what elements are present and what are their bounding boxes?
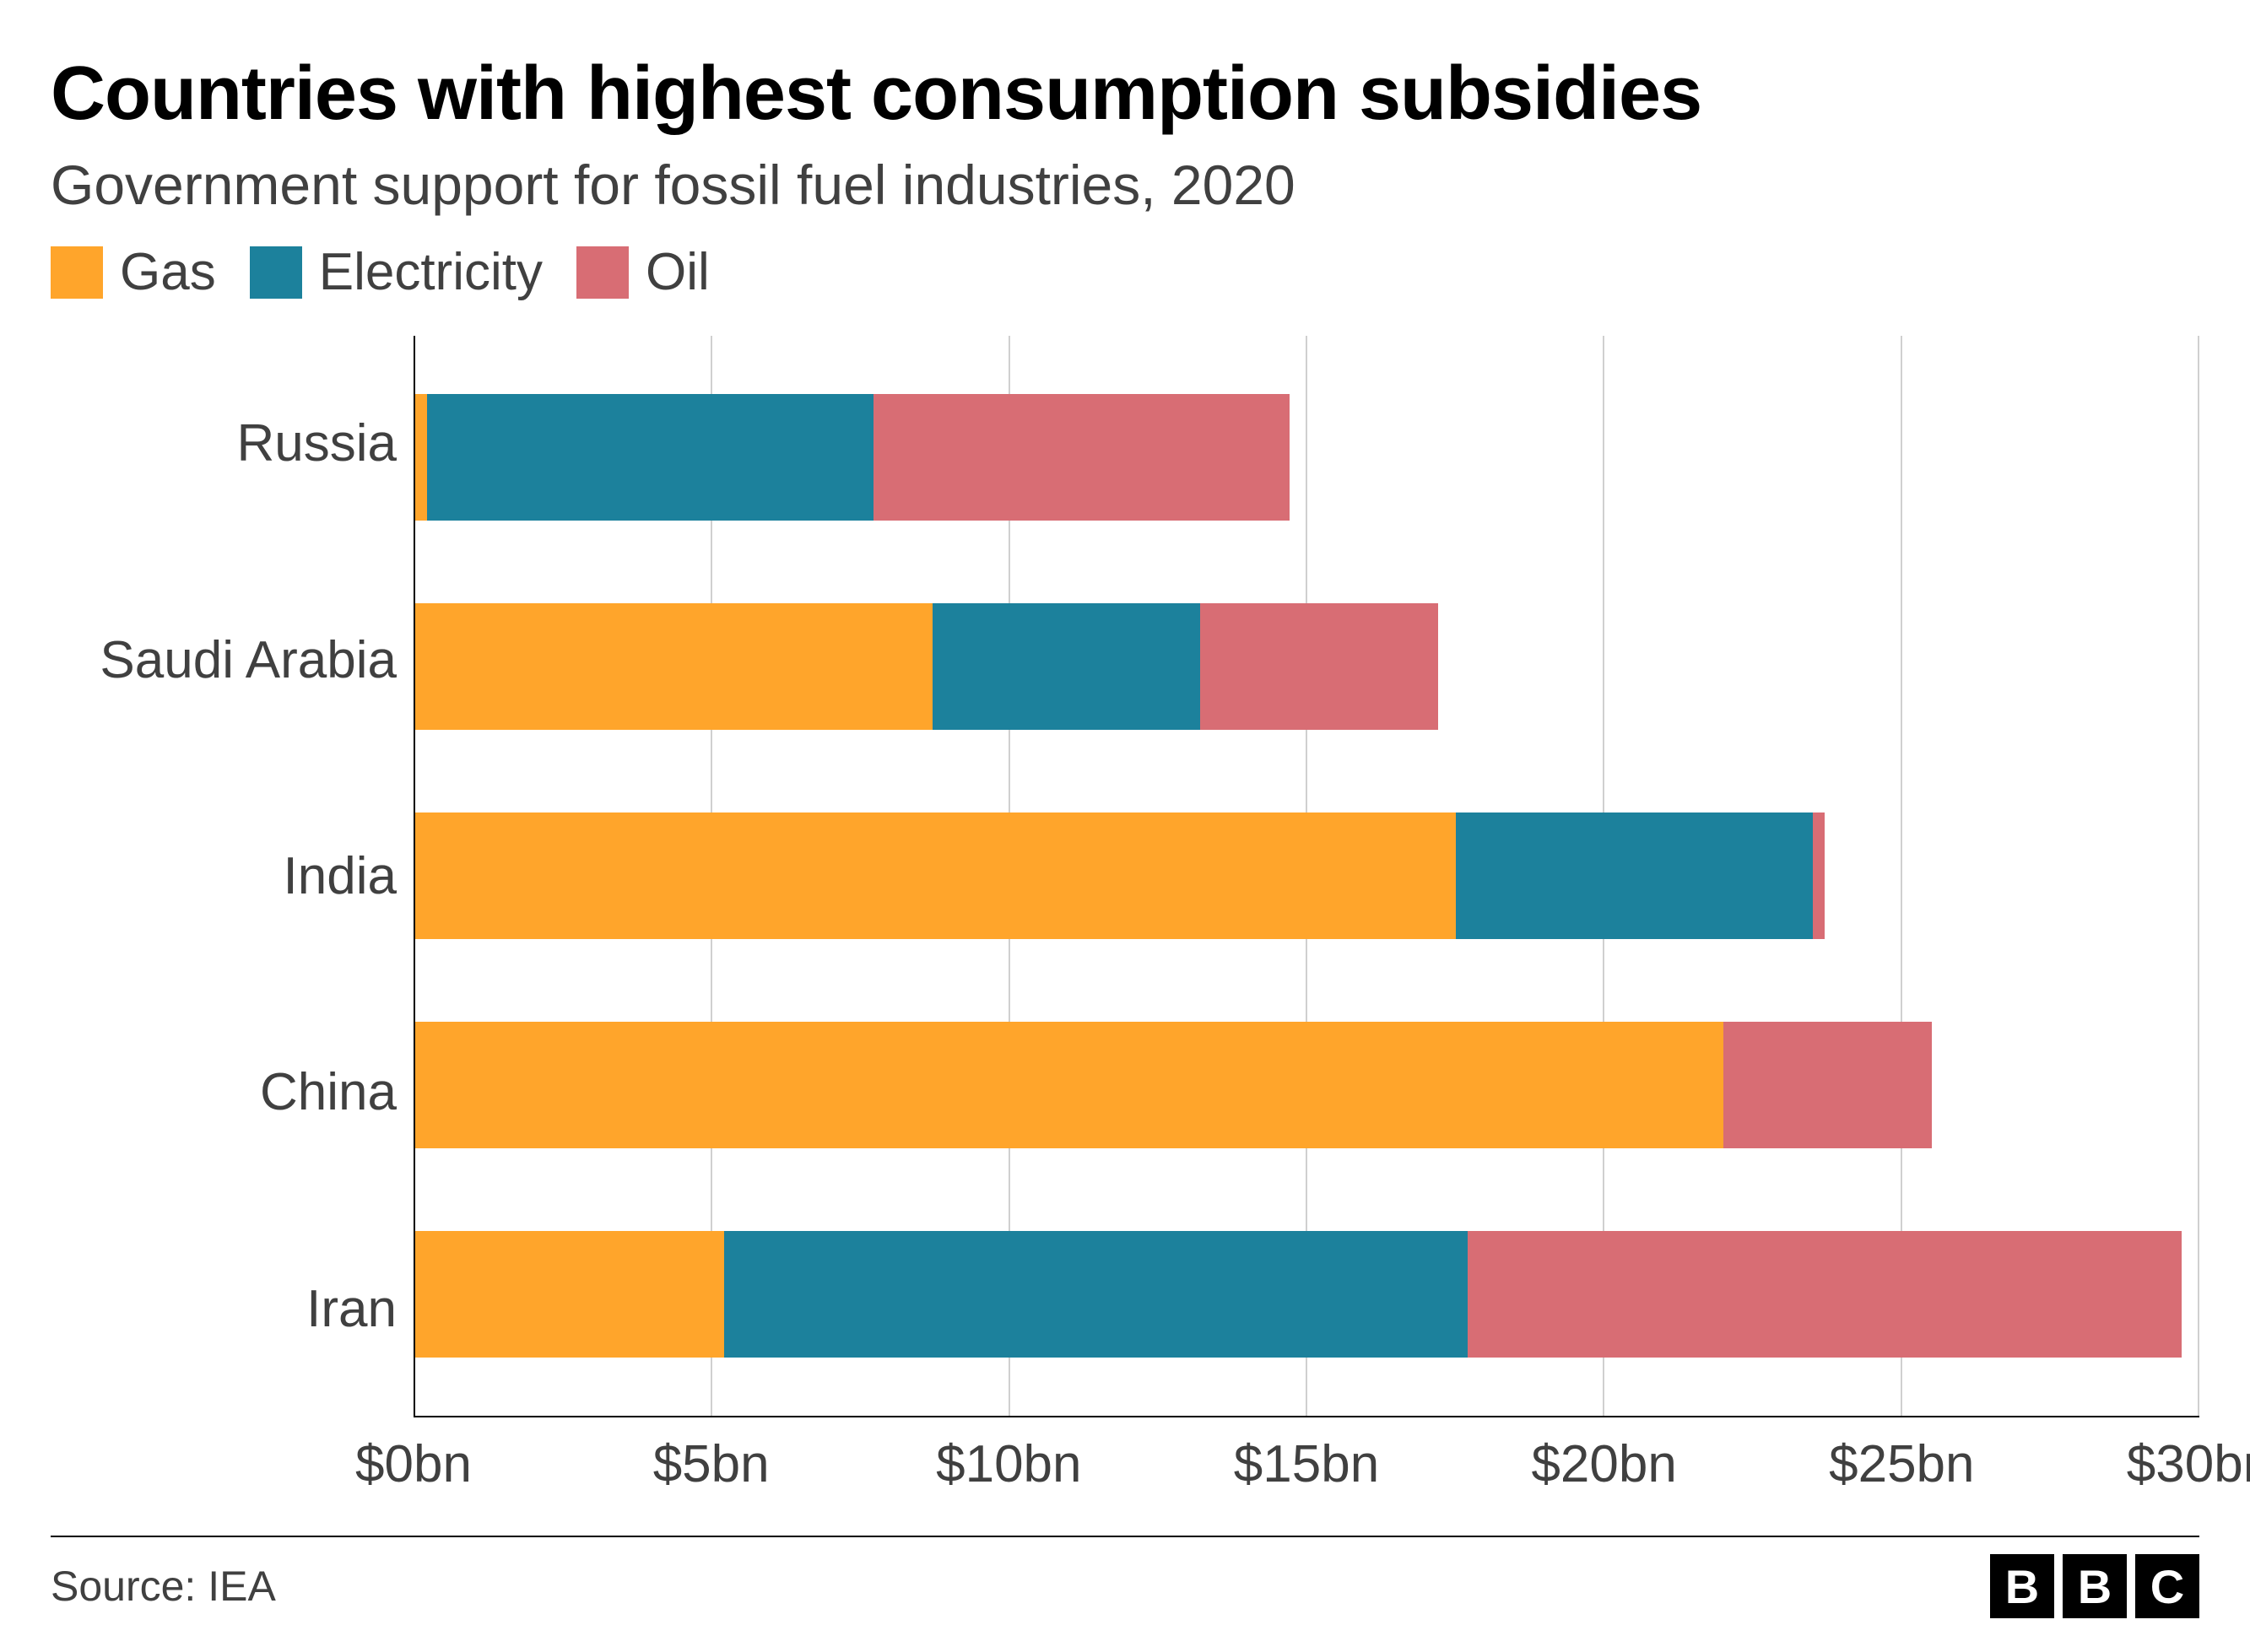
y-label: Russia xyxy=(51,418,397,470)
y-label: India xyxy=(51,850,397,903)
x-axis-labels: $0bn$5bn$10bn$15bn$20bn$25bn$30bn xyxy=(414,1417,2199,1502)
legend-item-electricity: Electricity xyxy=(250,242,543,302)
chart-subtitle: Government support for fossil fuel indus… xyxy=(51,153,2199,217)
bar-row xyxy=(415,813,2199,939)
bbc-logo-block: B xyxy=(1990,1554,2054,1618)
legend-swatch-electricity xyxy=(250,246,302,299)
legend-item-gas: Gas xyxy=(51,242,216,302)
bar-row xyxy=(415,1022,2199,1148)
chart-area: Russia Saudi Arabia India China Iran $0bn $5b… xyxy=(51,336,2199,1502)
bar-segment-electricity xyxy=(724,1231,1468,1358)
legend-label-electricity: Electricity xyxy=(319,242,543,302)
y-label: China xyxy=(51,1066,397,1119)
bar-segment-gas xyxy=(415,603,933,730)
bar-row xyxy=(415,394,2199,521)
bar-segment-gas xyxy=(415,394,427,521)
legend: Gas Electricity Oil xyxy=(51,242,2199,302)
legend-label-gas: Gas xyxy=(120,242,216,302)
bar-segment-oil xyxy=(1723,1022,1932,1148)
bbc-logo: BBC xyxy=(1990,1554,2199,1618)
y-axis-labels: Russia Saudi Arabia India China Iran xyxy=(51,336,414,1417)
x-tick-label: $25bn xyxy=(1829,1434,1974,1494)
bar-segment-electricity xyxy=(427,394,873,521)
x-tick-label: $10bn xyxy=(936,1434,1081,1494)
chart-footer: Source: IEA BBC xyxy=(51,1536,2199,1618)
chart-title: Countries with highest consumption subsi… xyxy=(51,51,2199,138)
legend-label-oil: Oil xyxy=(646,242,710,302)
plot-area xyxy=(414,336,2199,1417)
legend-swatch-gas xyxy=(51,246,103,299)
x-tick-label: $5bn xyxy=(653,1434,770,1494)
x-tick-label: $0bn xyxy=(355,1434,472,1494)
bar-segment-electricity xyxy=(1456,813,1813,939)
bar-segment-oil xyxy=(1813,813,1825,939)
bar-segment-oil xyxy=(1200,603,1438,730)
bar-segment-electricity xyxy=(933,603,1200,730)
legend-item-oil: Oil xyxy=(576,242,710,302)
y-label: Iran xyxy=(51,1283,397,1336)
bars-container xyxy=(415,336,2199,1416)
y-label: Saudi Arabia xyxy=(51,634,397,687)
x-tick-label: $15bn xyxy=(1234,1434,1379,1494)
source-attribution: Source: IEA xyxy=(51,1562,276,1611)
bbc-logo-block: C xyxy=(2135,1554,2199,1618)
bar-segment-gas xyxy=(415,1022,1723,1148)
bar-segment-gas xyxy=(415,1231,724,1358)
legend-swatch-oil xyxy=(576,246,629,299)
x-tick-label: $20bn xyxy=(1531,1434,1676,1494)
bar-segment-oil xyxy=(873,394,1290,521)
bbc-logo-block: B xyxy=(2063,1554,2127,1618)
x-tick-label: $30bn xyxy=(2127,1434,2250,1494)
bar-row xyxy=(415,1231,2199,1358)
bar-row xyxy=(415,603,2199,730)
bar-segment-oil xyxy=(1468,1231,2182,1358)
bar-segment-gas xyxy=(415,813,1456,939)
